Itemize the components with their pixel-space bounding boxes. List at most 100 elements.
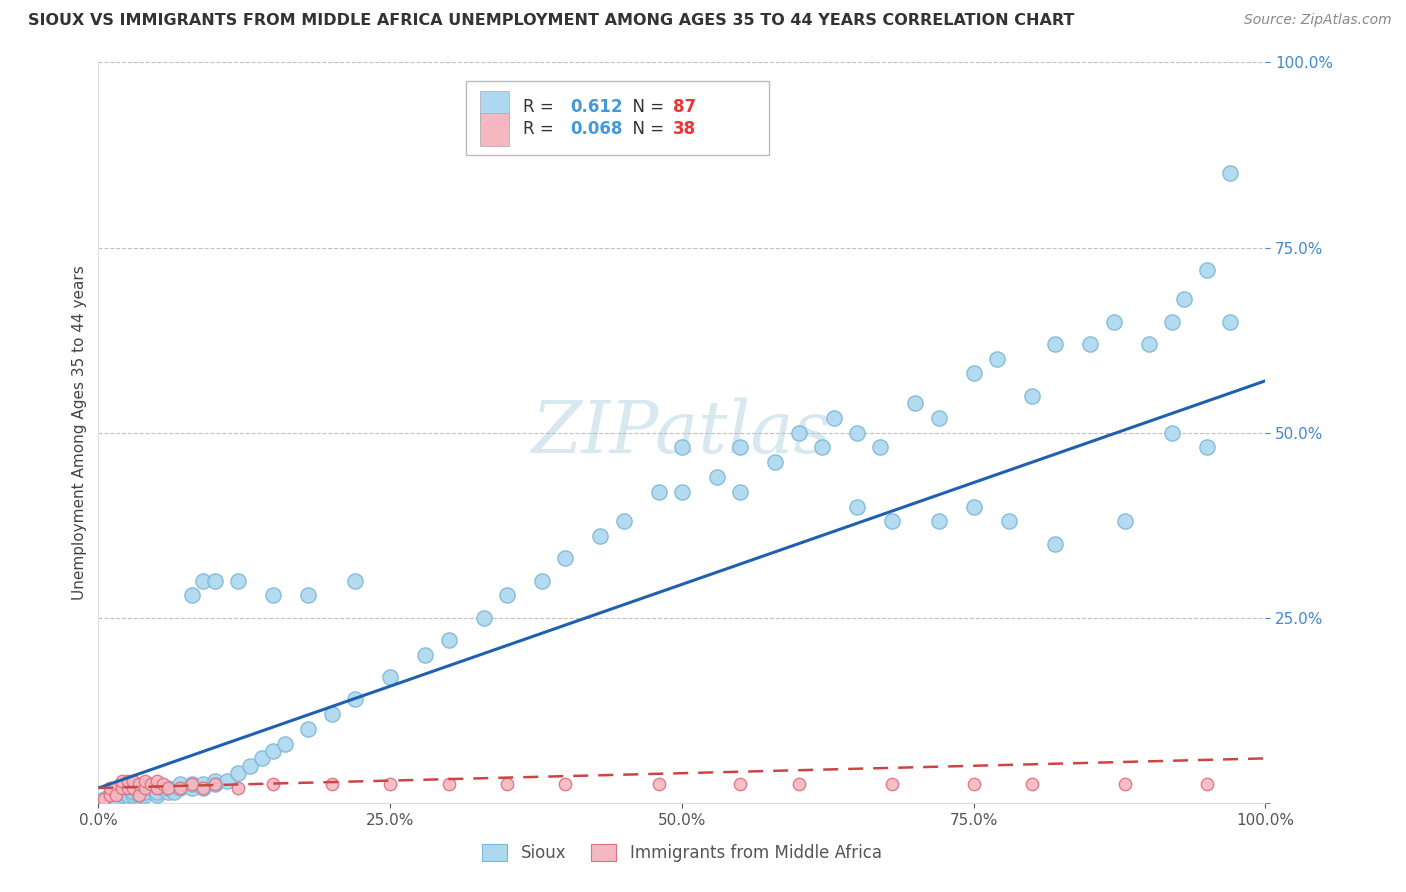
Point	[146, 785, 169, 799]
Point	[706, 470, 728, 484]
Point	[111, 785, 134, 799]
Point	[880, 515, 903, 529]
Point	[139, 777, 162, 791]
Point	[98, 789, 121, 803]
Point	[180, 777, 202, 791]
Point	[1114, 777, 1136, 791]
Point	[117, 780, 139, 795]
Point	[962, 777, 984, 791]
FancyBboxPatch shape	[479, 112, 509, 146]
Point	[157, 780, 180, 795]
Point	[204, 773, 226, 788]
Point	[93, 792, 115, 806]
Point	[134, 773, 156, 788]
Point	[589, 529, 612, 543]
Point	[146, 789, 169, 803]
Point	[152, 780, 174, 795]
Point	[122, 773, 145, 788]
Point	[846, 500, 869, 514]
Point	[787, 425, 810, 440]
Point	[98, 780, 121, 795]
Point	[169, 780, 191, 795]
Point	[117, 780, 139, 795]
Point	[193, 780, 215, 795]
FancyBboxPatch shape	[465, 81, 769, 155]
Point	[180, 777, 202, 791]
Point	[169, 777, 191, 791]
Point	[193, 780, 215, 795]
Point	[763, 455, 786, 469]
Point	[122, 785, 145, 799]
Point	[928, 410, 950, 425]
Point	[986, 351, 1008, 366]
Text: SIOUX VS IMMIGRANTS FROM MIDDLE AFRICA UNEMPLOYMENT AMONG AGES 35 TO 44 YEARS CO: SIOUX VS IMMIGRANTS FROM MIDDLE AFRICA U…	[28, 13, 1074, 29]
Point	[647, 484, 669, 499]
Point	[344, 574, 367, 588]
Point	[730, 441, 752, 455]
Point	[1161, 425, 1184, 440]
Point	[228, 574, 250, 588]
Point	[180, 780, 202, 795]
Point	[787, 777, 810, 791]
Point	[1045, 336, 1067, 351]
Point	[117, 789, 139, 803]
Point	[928, 515, 950, 529]
Point	[193, 777, 215, 791]
Point	[134, 789, 156, 803]
Point	[1080, 336, 1102, 351]
Point	[111, 789, 134, 803]
Point	[163, 785, 186, 799]
Text: 38: 38	[672, 120, 696, 138]
Point	[111, 780, 134, 795]
Point	[472, 610, 495, 624]
Point	[321, 777, 343, 791]
FancyBboxPatch shape	[479, 91, 509, 124]
Point	[554, 777, 576, 791]
Point	[215, 773, 238, 788]
Text: N =: N =	[623, 120, 669, 138]
Point	[730, 484, 752, 499]
Text: R =: R =	[523, 120, 560, 138]
Point	[1219, 314, 1241, 328]
Point	[128, 789, 150, 803]
Point	[122, 780, 145, 795]
Point	[823, 410, 845, 425]
Legend: Sioux, Immigrants from Middle Africa: Sioux, Immigrants from Middle Africa	[475, 837, 889, 869]
Point	[904, 396, 927, 410]
Point	[496, 777, 519, 791]
Text: R =: R =	[523, 98, 560, 116]
Point	[1195, 777, 1218, 791]
Point	[437, 632, 460, 647]
Y-axis label: Unemployment Among Ages 35 to 44 years: Unemployment Among Ages 35 to 44 years	[72, 265, 87, 600]
Text: N =: N =	[623, 98, 669, 116]
Point	[1137, 336, 1160, 351]
Point	[180, 589, 202, 603]
Point	[554, 551, 576, 566]
Point	[1021, 388, 1043, 402]
Point	[228, 780, 250, 795]
Text: 0.612: 0.612	[569, 98, 623, 116]
Point	[262, 744, 284, 758]
Point	[496, 589, 519, 603]
Point	[262, 777, 284, 791]
Point	[1195, 262, 1218, 277]
Point	[671, 441, 693, 455]
Point	[869, 441, 891, 455]
Point	[1102, 314, 1125, 328]
Point	[1161, 314, 1184, 328]
Point	[647, 777, 669, 791]
Point	[193, 574, 215, 588]
Point	[262, 589, 284, 603]
Point	[134, 785, 156, 799]
Point	[122, 789, 145, 803]
Point	[846, 425, 869, 440]
Text: 0.068: 0.068	[569, 120, 623, 138]
Point	[613, 515, 636, 529]
Point	[117, 773, 139, 788]
Point	[204, 777, 226, 791]
Point	[671, 484, 693, 499]
Point	[134, 780, 156, 795]
Point	[297, 722, 319, 736]
Point	[962, 367, 984, 381]
Point	[146, 773, 169, 788]
